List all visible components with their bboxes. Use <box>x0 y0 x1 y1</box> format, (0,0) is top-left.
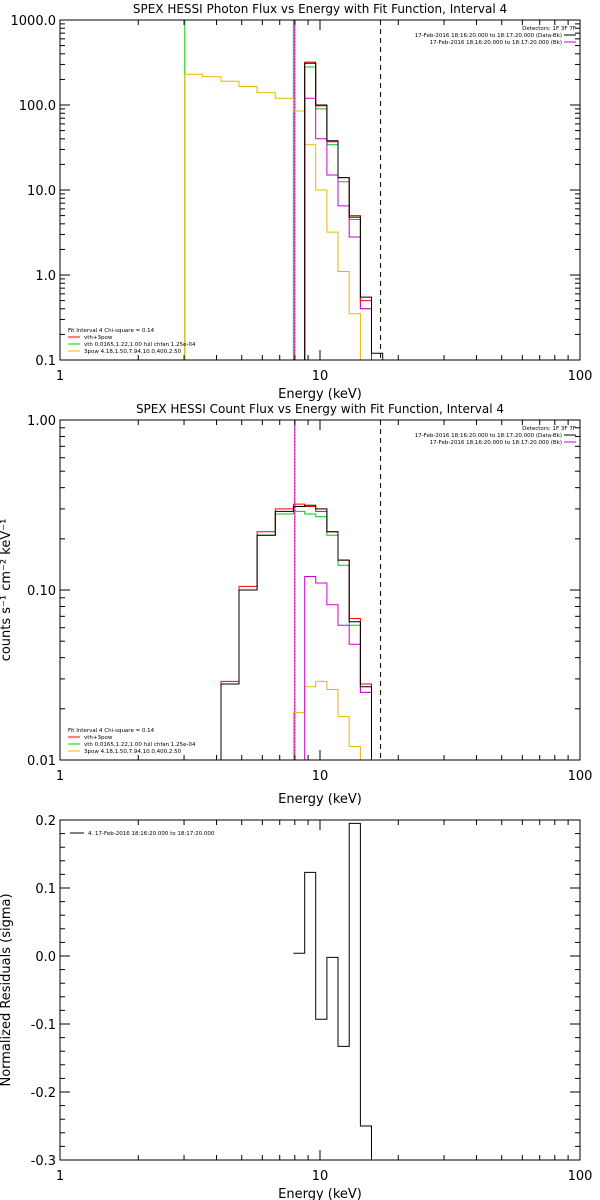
count-legend-fit-interval: Fit Interval 4 Chi-square = 0.14 <box>68 728 155 734</box>
photon-plot-lines <box>184 20 384 361</box>
residuals-xtick-label: 100 <box>568 1169 593 1184</box>
photon-info-box: Detectors: 1F 3F 7F 17-Feb-2016 18:16:20… <box>415 26 576 46</box>
count-series-0 <box>220 504 372 760</box>
photon-legend-total: vth+3pow <box>84 335 113 341</box>
photon-info-bk: 17-Feb-2016 18:16:20.000 to 18:17:20.000… <box>430 40 562 46</box>
count-plot-frame <box>59 419 581 761</box>
photon-ytick-label: 1.0 <box>35 269 56 284</box>
count-x-axis-label: Energy (keV) <box>278 792 362 807</box>
residuals-ytick-label: -0.3 <box>31 1154 56 1169</box>
photon-series-4 <box>184 73 361 360</box>
photon-detectors-text: Detectors: 1F 3F 7F <box>522 26 576 32</box>
photon-xtick-label: 100 <box>568 369 593 384</box>
residuals-panel: 1 10 100 -0.3 -0.2 -0.1 0.0 0.1 0.2 Energy (keV)… <box>0 814 592 1200</box>
photon-series-0 <box>304 62 384 360</box>
residuals-series-0 <box>293 822 372 1160</box>
count-info-bk: 17-Feb-2016 18:16:20.000 to 18:17:20.000… <box>430 440 562 446</box>
residuals-legend-text: 4. 17-Feb-2016 18:16:20.000 to 18:17:20.… <box>88 831 215 837</box>
photon-xtick-label: 10 <box>312 369 329 384</box>
count-info-data-bk: 17-Feb-2016 18:16:20.000 to 18:17:20.000… <box>415 433 562 439</box>
count-flux-panel: SPEX HESSI Count Flux vs Energy with Fit… <box>0 402 592 807</box>
photon-ytick-label: 0.1 <box>35 354 56 369</box>
count-legend-vth: vth 0.0165,1.22,1.00 full chfan 1.25e-04 <box>84 742 196 748</box>
photon-x-axis-label: Energy (keV) <box>278 387 362 402</box>
count-series-4 <box>292 680 361 760</box>
count-y-axis-label: counts s⁻¹ cm⁻² keV⁻¹ <box>0 519 14 662</box>
count-series-2 <box>220 503 372 760</box>
photon-ytick-label: 10.0 <box>27 184 56 199</box>
count-legend: Fit Interval 4 Chi-square = 0.14 vth+3po… <box>68 728 196 755</box>
count-series-1 <box>304 576 372 760</box>
photon-series-1 <box>304 97 372 360</box>
count-xtick-label: 1 <box>56 769 64 784</box>
count-axis-ticks: 1 10 100 0.01 0.10 1.00 <box>27 414 592 784</box>
photon-axis-ticks: 1 10 100 0.1 1.0 10.0 100.0 1000.0 <box>11 14 593 384</box>
residuals-ytick-label: 0.2 <box>35 814 56 829</box>
count-ytick-label: 1.00 <box>27 414 56 429</box>
count-xtick-label: 10 <box>312 769 329 784</box>
count-plot-lines <box>220 420 382 760</box>
count-ytick-label: 0.01 <box>27 754 56 769</box>
residuals-plot-lines <box>293 822 372 1160</box>
count-detectors-text: Detectors: 1F 3F 7F <box>522 426 576 432</box>
residuals-y-axis-label: Normalized Residuals (sigma) <box>0 893 14 1086</box>
photon-flux-panel: SPEX HESSI Photon Flux vs Energy with Fi… <box>11 2 593 402</box>
photon-chart-title: SPEX HESSI Photon Flux vs Energy with Fi… <box>133 2 507 16</box>
count-ytick-label: 0.10 <box>27 584 56 599</box>
photon-series-3 <box>304 66 372 360</box>
residuals-ytick-label: -0.2 <box>31 1086 56 1101</box>
photon-legend-3pow: 3pow 4.18,1.50,7.94,10.0,400,2.50 <box>84 349 182 355</box>
residuals-axis-ticks: 1 10 100 -0.3 -0.2 -0.1 0.0 0.1 0.2 <box>31 814 593 1184</box>
residuals-x-axis-label: Energy (keV) <box>278 1187 362 1200</box>
photon-ytick-label: 1000.0 <box>11 14 57 29</box>
photon-legend-fit-interval: Fit Interval 4 Chi-square = 0.14 <box>68 328 155 334</box>
count-chart-title: SPEX HESSI Count Flux vs Energy with Fit… <box>136 402 504 416</box>
residuals-ytick-label: 0.1 <box>35 882 56 897</box>
photon-info-data-bk: 17-Feb-2016 18:16:20.000 to 18:17:20.000… <box>415 33 562 39</box>
residuals-legend: 4. 17-Feb-2016 18:16:20.000 to 18:17:20.… <box>70 831 215 837</box>
residuals-xtick-label: 1 <box>56 1169 64 1184</box>
count-legend-3pow: 3pow 4.18,1.50,7.94,10.0,400,2.50 <box>84 749 182 755</box>
photon-legend-vth: vth 0.0165,1.22,1.00 full chfan 1.25e-04 <box>84 342 196 348</box>
residuals-ytick-label: -0.1 <box>31 1018 56 1033</box>
residuals-xtick-label: 10 <box>312 1169 329 1184</box>
photon-ytick-label: 100.0 <box>19 99 56 114</box>
residuals-ytick-label: 0.0 <box>35 950 56 965</box>
count-legend-total: vth+3pow <box>84 735 113 741</box>
residuals-plot-frame <box>59 819 581 1161</box>
count-xtick-label: 100 <box>568 769 593 784</box>
photon-legend: Fit Interval 4 Chi-square = 0.14 vth+3po… <box>68 328 196 355</box>
photon-xtick-label: 1 <box>56 369 64 384</box>
count-info-box: Detectors: 1F 3F 7F 17-Feb-2016 18:16:20… <box>415 426 576 446</box>
